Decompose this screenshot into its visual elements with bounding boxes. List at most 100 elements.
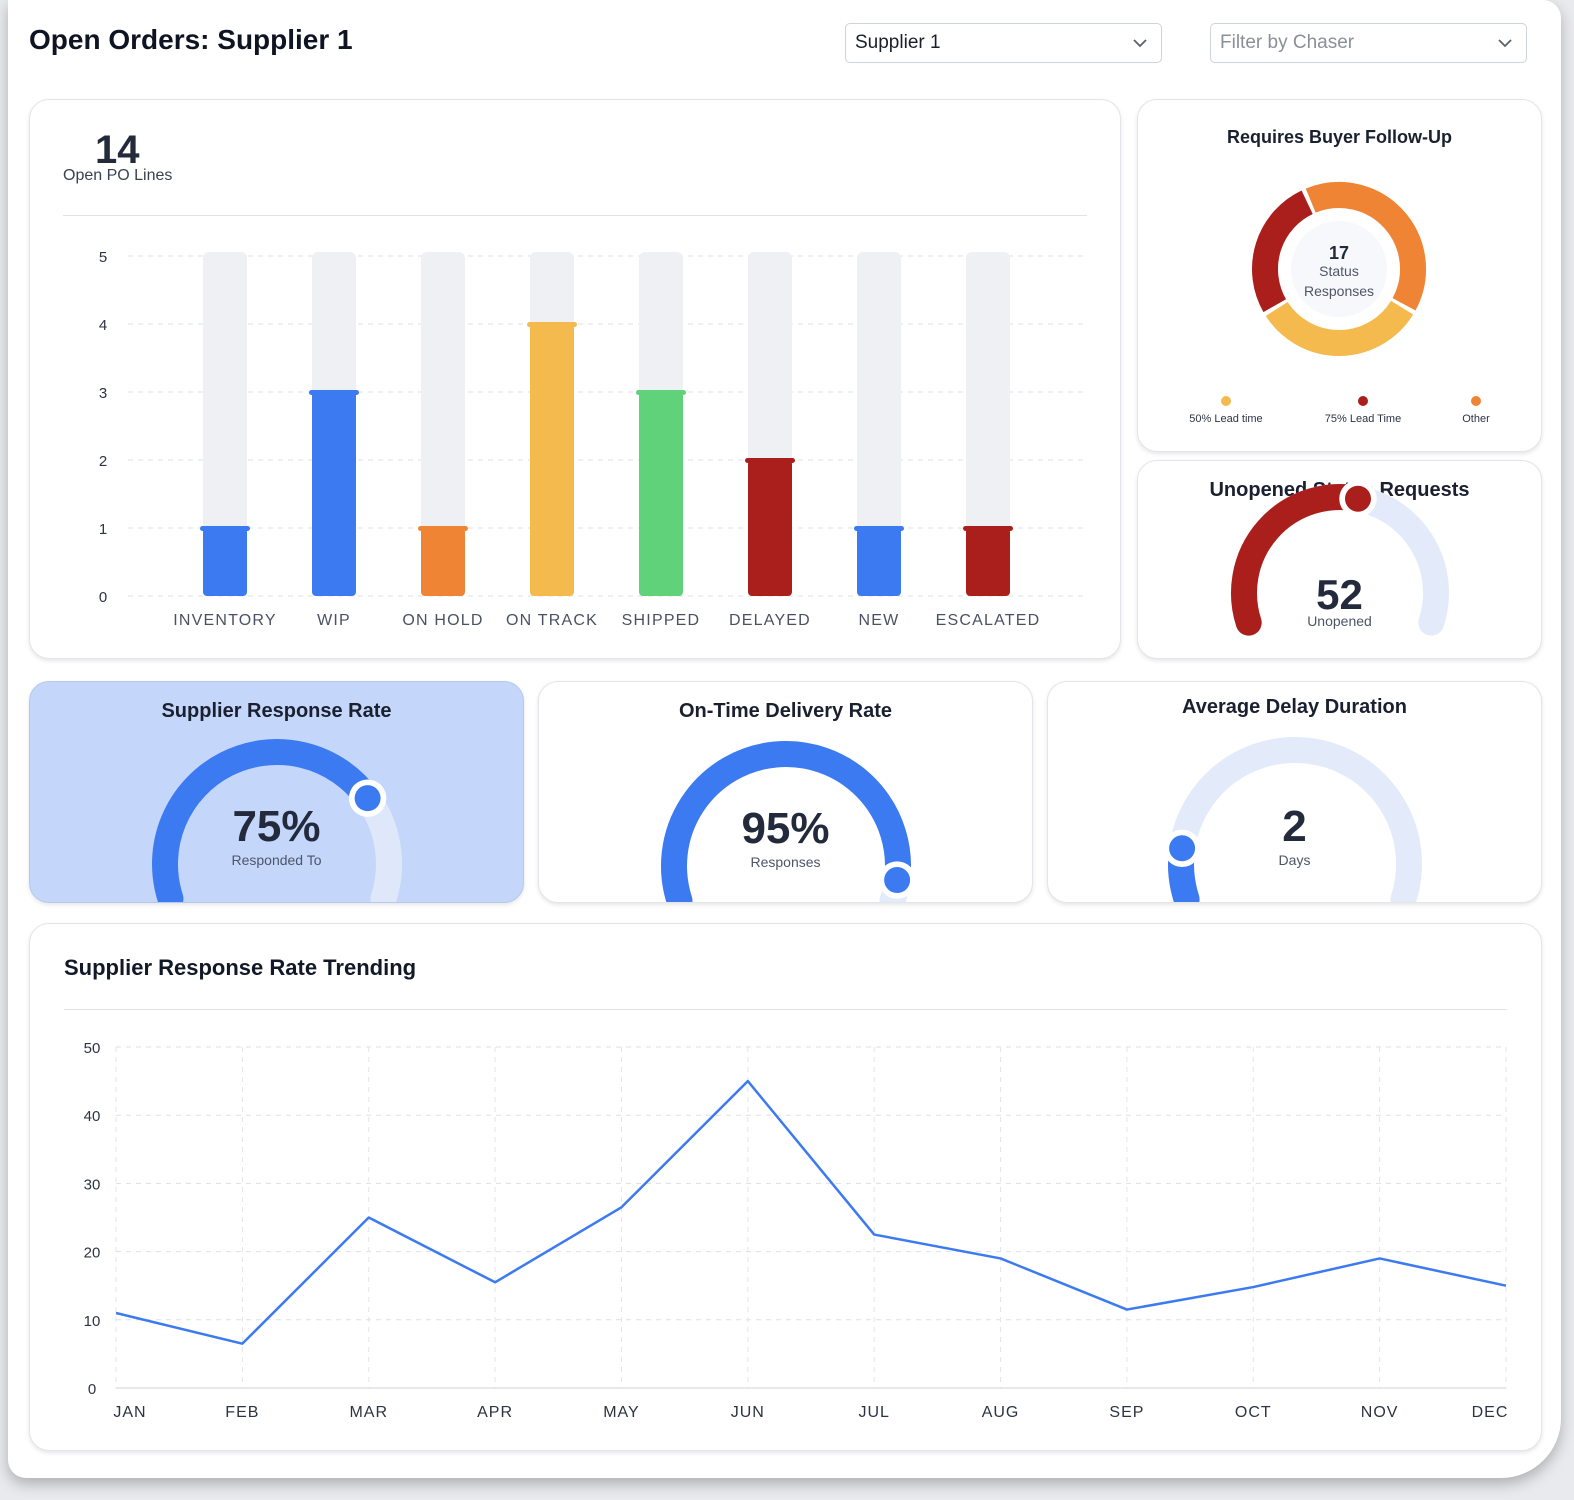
- y-tick-label: 2: [99, 453, 107, 470]
- gauge-fill: [661, 741, 911, 902]
- ontime-title: On-Time Delivery Rate: [678, 700, 893, 722]
- x-tick-label: ON HOLD: [402, 612, 483, 629]
- donut-center: [1291, 221, 1387, 317]
- ontime-gauge: [661, 741, 916, 902]
- x-tick-label: AUG: [982, 1404, 1020, 1421]
- x-tick-label: SHIPPED: [622, 612, 701, 629]
- donut-slice: [1252, 190, 1314, 313]
- y-tick-label: 40: [84, 1108, 101, 1125]
- x-tick-label: WIP: [317, 612, 351, 629]
- x-tick-label: MAR: [349, 1404, 388, 1421]
- ontime-card: On-Time Delivery Rate 95% Responses: [538, 681, 1033, 903]
- gauge-knob: [884, 867, 911, 894]
- status-bar-chart: 0 1 2 3 4 5 INVENTORY WIP ON HOLD ON TRACK SHIPPED…: [99, 249, 1088, 629]
- x-tick-label: MAY: [603, 1404, 639, 1421]
- legend-dot: [1221, 396, 1231, 406]
- trend-line-chart: 0 10 20 30 40 50 JAN FEB MAR APR MAY JUN JUL AUG SEP OC…: [84, 1040, 1509, 1421]
- x-tick-label: NEW: [859, 612, 900, 629]
- divider: [64, 1009, 1507, 1010]
- x-tick-label: INVENTORY: [173, 612, 277, 629]
- x-tick-label: SEP: [1109, 1404, 1144, 1421]
- bar-track: [857, 252, 901, 596]
- gauge-knob: [1344, 485, 1371, 512]
- delay-card: Average Delay Duration 2 Days: [1047, 681, 1542, 903]
- x-tick-label: NOV: [1361, 1404, 1399, 1421]
- legend-dot: [1358, 396, 1368, 406]
- bar-new: [857, 528, 901, 596]
- x-tick-label: ON TRACK: [506, 612, 598, 629]
- donut-slice: [1305, 182, 1426, 311]
- donut-center-label: Status: [1319, 263, 1359, 279]
- y-tick-label: 20: [84, 1245, 101, 1262]
- y-tick-label: 30: [84, 1176, 101, 1193]
- gauge-fill: [1231, 484, 1371, 636]
- bar-wip: [312, 392, 356, 596]
- x-tick-label: ESCALATED: [936, 612, 1041, 629]
- x-tick-label: JUL: [858, 1404, 889, 1421]
- y-tick-label: 3: [99, 385, 107, 402]
- bar-cap: [527, 322, 577, 327]
- ontime-label: Responses: [750, 854, 821, 870]
- bar-inventory: [203, 528, 247, 596]
- bar-on-hold: [421, 528, 465, 596]
- response-rate-card: Supplier Response Rate 75% Responded To: [29, 681, 524, 903]
- trend-card: Supplier Response Rate Trending 0 10 20 30 4…: [29, 923, 1542, 1451]
- bar-cap: [418, 526, 468, 531]
- legend-label: 50% Lead time: [1189, 413, 1262, 425]
- unopened-gauge: [1231, 479, 1449, 636]
- delay-value: 2: [1282, 802, 1307, 851]
- ontime-value: 95%: [741, 804, 830, 853]
- bar-track: [421, 252, 465, 596]
- supplier-select-value: Supplier 1: [855, 32, 941, 53]
- donut-center-value: 17: [1329, 243, 1349, 263]
- gauge-knob: [1169, 835, 1196, 862]
- x-tick-label: FEB: [225, 1404, 259, 1421]
- unopened-value: 52: [1316, 571, 1363, 618]
- response-rate-value: 75%: [232, 802, 321, 851]
- delay-label: Days: [1278, 852, 1311, 868]
- divider: [63, 215, 1087, 216]
- followup-card: Requires Buyer Follow-Up 17 Status Respons…: [1137, 99, 1542, 452]
- x-tick-label: JUN: [731, 1404, 765, 1421]
- chaser-filter-select[interactable]: Filter by Chaser: [1210, 23, 1527, 63]
- response-rate-gauge: [152, 739, 402, 902]
- y-tick-label: 10: [84, 1313, 101, 1330]
- trend-line: [115, 1079, 1507, 1345]
- response-rate-title: Supplier Response Rate: [161, 700, 392, 722]
- po-status-card: 14 Open PO Lines 0 1 2 3 4 5 INVENTORY WIP ON HO…: [29, 99, 1121, 659]
- x-tick-label: DELAYED: [729, 612, 811, 629]
- y-tick-label: 0: [88, 1381, 96, 1398]
- y-tick-label: 1: [99, 521, 107, 538]
- response-rate-label: Responded To: [231, 852, 322, 868]
- delay-gauge: [1163, 737, 1422, 902]
- donut-center-label: Responses: [1304, 283, 1374, 299]
- bar-shipped: [639, 392, 683, 596]
- gauge-knob: [354, 785, 381, 812]
- bar-cap: [636, 390, 686, 395]
- bar-escalated: [966, 528, 1010, 596]
- x-tick-label: OCT: [1235, 1404, 1272, 1421]
- supplier-select[interactable]: Supplier 1: [845, 23, 1162, 63]
- open-po-label: Open PO Lines: [63, 167, 173, 184]
- bar-cap: [200, 526, 250, 531]
- donut-slice: [1265, 300, 1414, 356]
- y-tick-label: 4: [99, 317, 107, 334]
- chevron-down-icon: [1133, 39, 1147, 48]
- delay-title: Average Delay Duration: [1182, 696, 1407, 718]
- legend-label: Other: [1462, 413, 1490, 425]
- bar-track: [203, 252, 247, 596]
- unopened-card: Unopened Status Requests 52 Unopened: [1137, 460, 1542, 659]
- unopened-label: Unopened: [1307, 613, 1372, 629]
- bar-cap: [963, 526, 1013, 531]
- followup-title: Requires Buyer Follow-Up: [1226, 127, 1453, 147]
- bar-track: [966, 252, 1010, 596]
- y-tick-label: 50: [84, 1040, 101, 1057]
- gauge-fill: [152, 739, 381, 902]
- x-tick-label: DEC: [1472, 1404, 1509, 1421]
- y-tick-label: 0: [99, 589, 107, 606]
- legend-dot: [1471, 396, 1481, 406]
- open-po-count: 14: [95, 128, 140, 172]
- y-tick-label: 5: [99, 249, 107, 266]
- x-tick-label: APR: [477, 1404, 513, 1421]
